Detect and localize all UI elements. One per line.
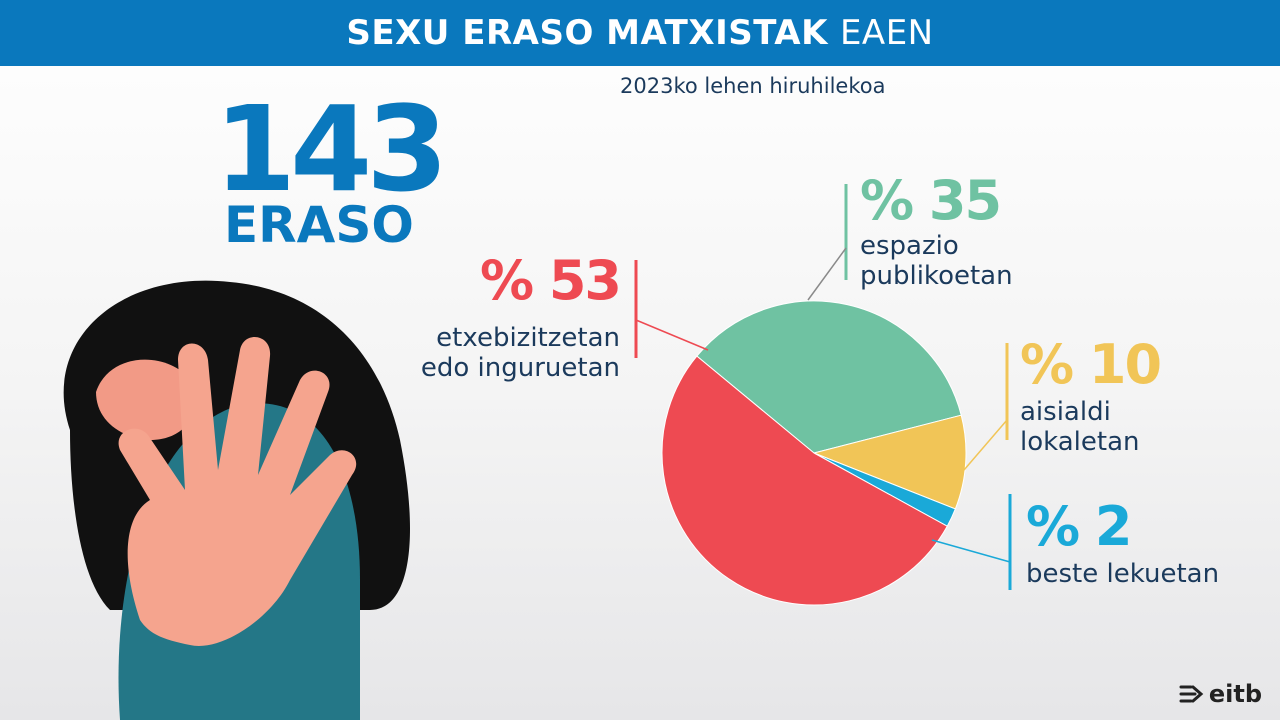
callout-red-pct: % 53 — [479, 249, 622, 312]
leader-line-yellow — [963, 419, 1008, 471]
callout-yellow: % 10 aisialdi lokaletan — [1020, 333, 1162, 458]
chart-subtitle: 2023ko lehen hiruhilekoa — [620, 74, 886, 98]
pie-slice-3 — [661, 355, 948, 606]
callout-blue-pct: % 2 — [1026, 495, 1132, 558]
total-number: 143 — [214, 80, 448, 218]
callout-blue: % 2 beste lekuetan — [1026, 500, 1219, 590]
page-title: SEXU ERASO MATXISTAK — [346, 13, 828, 53]
callout-green-pct: % 35 — [860, 169, 1002, 232]
leader-line-red — [635, 319, 709, 351]
callout-green-line2: publikoetan — [860, 260, 1013, 291]
callout-yellow-line1: aisialdi — [1020, 397, 1111, 427]
callout-yellow-line2: lokaletan — [1020, 426, 1140, 457]
pie-slices — [661, 300, 967, 606]
eitb-logo-text: eitb — [1208, 680, 1262, 708]
total-label: ERASO — [224, 196, 414, 254]
callout-red-line2: edo inguruetan — [420, 352, 620, 383]
eitb-logo-icon — [1179, 685, 1204, 703]
callout-blue-line1: beste lekuetan — [1026, 559, 1220, 589]
page-title-region: EAEN — [839, 13, 934, 53]
woman-stop-hand-illustration — [63, 280, 411, 720]
leader-line-blue — [931, 539, 1011, 563]
callout-green: % 35 espazio publikoetan — [860, 174, 1013, 292]
eitb-logo: eitb — [1179, 680, 1262, 708]
header-bar: SEXU ERASO MATXISTAK EAEN — [0, 0, 1280, 66]
pie-slice-0 — [696, 300, 962, 454]
callout-red: % 53 etxebizitzetan edo inguruetan — [380, 249, 622, 384]
callout-red-line1: etxebizitzetan — [436, 323, 620, 353]
callout-yellow-pct: % 10 — [1020, 333, 1162, 396]
pie-slice-1 — [812, 414, 967, 510]
callout-green-line1: espazio — [860, 231, 959, 261]
leader-line-green — [807, 247, 847, 301]
